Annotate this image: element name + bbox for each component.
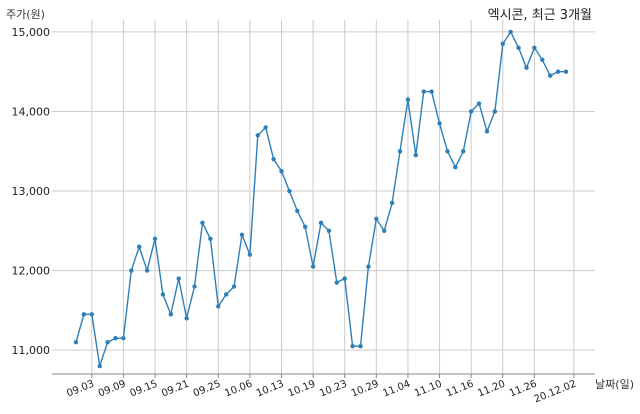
data-point <box>358 343 363 349</box>
x-axis-label: 날짜(일) <box>595 378 634 391</box>
chart-title: 엑시콘, 최근 3개월 <box>487 8 592 23</box>
y-tick-label: 13,000 <box>12 185 51 198</box>
x-tick-label: 11.04 <box>381 379 412 400</box>
x-tick-label: 09.21 <box>160 379 191 400</box>
data-point <box>563 69 569 74</box>
data-point <box>429 89 434 94</box>
data-point <box>437 121 442 126</box>
data-point <box>540 57 545 62</box>
data-point <box>287 188 292 194</box>
x-tick-label: 10.13 <box>255 379 286 400</box>
data-point <box>192 284 197 289</box>
data-point <box>374 216 379 222</box>
y-tick-label: 15,000 <box>12 26 51 39</box>
data-point <box>239 232 245 237</box>
data-point <box>350 343 355 349</box>
data-point <box>105 339 110 345</box>
data-point <box>263 125 268 130</box>
x-tick-label: 09.03 <box>65 379 96 400</box>
data-point <box>532 45 537 51</box>
data-point <box>255 133 260 138</box>
data-point <box>366 264 371 269</box>
data-point <box>524 65 529 70</box>
data-point <box>547 73 553 78</box>
x-tick-label: 10.19 <box>287 379 318 400</box>
y-axis-label: 주가(원) <box>6 8 45 21</box>
y-tick-label: 14,000 <box>12 105 51 118</box>
x-tick-label: 20.12.02 <box>533 379 578 406</box>
data-point <box>223 292 229 297</box>
data-point <box>216 304 221 309</box>
x-tick-label: 09.09 <box>97 379 128 400</box>
series-line <box>75 30 566 367</box>
data-points <box>73 29 569 369</box>
data-point <box>137 244 142 249</box>
data-point <box>405 97 411 102</box>
x-tick-label: 11.10 <box>413 379 444 400</box>
data-point <box>421 89 426 94</box>
data-point <box>97 363 102 369</box>
data-point <box>73 339 79 345</box>
data-point <box>152 236 158 241</box>
data-point <box>445 149 450 154</box>
data-point <box>129 268 134 273</box>
y-tick-label: 11,000 <box>12 344 51 357</box>
data-point <box>397 149 403 154</box>
data-point <box>468 109 474 114</box>
data-point <box>200 220 205 226</box>
grid <box>52 20 595 374</box>
data-point <box>184 316 189 321</box>
data-point <box>89 312 95 317</box>
data-point <box>144 268 150 273</box>
data-point <box>476 101 482 106</box>
data-point <box>453 164 458 170</box>
x-tick-label: 10.23 <box>318 379 349 400</box>
data-point <box>334 280 340 285</box>
axes <box>52 373 595 378</box>
x-tick-label: 10.29 <box>350 379 381 400</box>
data-point <box>295 208 300 214</box>
data-point <box>271 157 276 162</box>
data-point <box>168 312 174 317</box>
data-point <box>318 220 324 226</box>
data-point <box>500 41 505 47</box>
data-point <box>81 312 87 317</box>
data-point <box>342 276 347 281</box>
data-point <box>389 200 395 206</box>
x-tick-label: 11.16 <box>445 379 476 400</box>
data-point <box>492 109 498 114</box>
data-point <box>516 45 521 51</box>
x-tick-labels: 09.03 09.09 09.15 09.21 09.25 10.06 10.13 10.19… <box>65 379 578 406</box>
x-tick-label: 10.06 <box>223 379 254 400</box>
data-point <box>302 224 308 230</box>
data-point <box>279 168 284 174</box>
series-line-layer <box>75 30 566 367</box>
data-point <box>113 336 118 341</box>
data-point <box>508 29 513 35</box>
data-point <box>160 292 166 297</box>
data-point <box>484 129 490 134</box>
data-point <box>555 69 561 74</box>
data-point <box>461 149 466 154</box>
data-point <box>413 153 419 158</box>
data-point <box>176 276 181 281</box>
y-tick-labels: 11,000 12,000 13,000 14,000 15,000 <box>12 26 51 357</box>
x-tick-label: 09.15 <box>128 379 159 400</box>
x-tick-label: 11.20 <box>476 379 507 400</box>
x-tick-label: 09.25 <box>192 379 223 400</box>
data-point <box>310 264 316 269</box>
y-tick-label: 12,000 <box>12 265 51 278</box>
data-point <box>382 228 387 234</box>
data-point <box>208 236 213 241</box>
data-point <box>326 228 332 234</box>
data-point <box>247 252 253 257</box>
data-point <box>121 336 126 341</box>
data-point <box>231 284 237 289</box>
